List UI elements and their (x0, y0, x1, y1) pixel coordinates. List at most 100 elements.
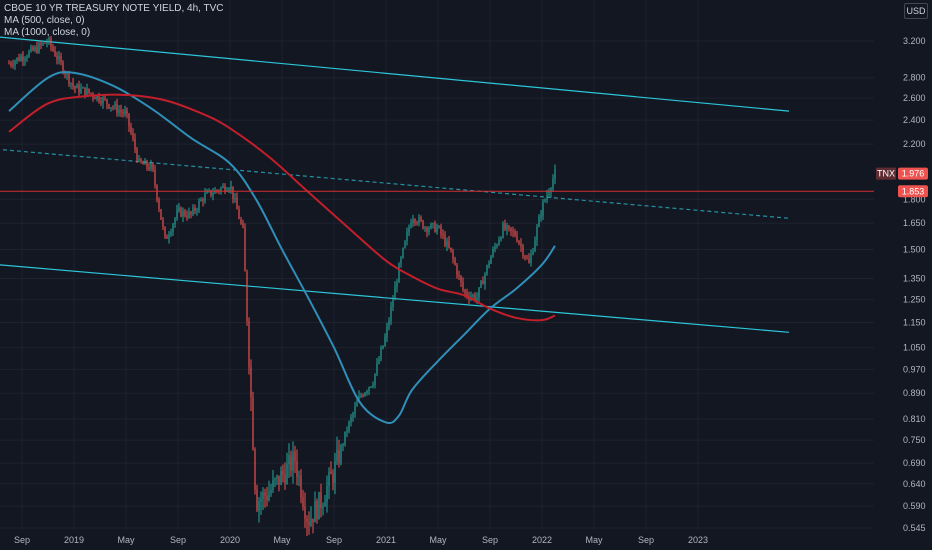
candle-body (388, 320, 390, 327)
candle-body (50, 38, 52, 47)
candle-body (156, 185, 158, 200)
candle-body (398, 263, 400, 283)
candle-body (60, 56, 62, 62)
candle-body (538, 216, 540, 227)
price-tag-value: 1.976 (902, 169, 925, 179)
candle-body (464, 289, 466, 293)
candle-body (304, 507, 306, 519)
channel-upper-line[interactable] (0, 36, 790, 112)
candle-body (198, 201, 200, 210)
candle-body (518, 241, 520, 244)
candle-body (254, 449, 256, 490)
candle-body (12, 64, 14, 66)
time-axis[interactable]: Sep 2019 May Sep 2020 May Sep 2021 May Sep 2022 May… (14, 535, 708, 545)
ma500-line[interactable] (8, 71, 556, 425)
candle-body (102, 97, 104, 104)
candle-body (450, 247, 452, 251)
candle-body (220, 187, 222, 192)
candle-body (386, 326, 388, 338)
symbol-title[interactable]: CBOE 10 YR TREASURY NOTE YIELD, 4h, TVC (4, 3, 224, 14)
candle-body (288, 455, 290, 465)
candle-body (228, 188, 230, 191)
candle-body (308, 522, 310, 526)
candle-body (76, 84, 78, 89)
candle-body (310, 518, 312, 526)
candle-body (94, 97, 96, 100)
candle-body (452, 250, 454, 259)
candle-body (282, 471, 284, 475)
candle-body (486, 265, 488, 274)
currency-button[interactable]: USD (904, 3, 928, 19)
candle-body (348, 421, 350, 432)
candle-body (206, 191, 208, 194)
candle-body (506, 225, 508, 230)
candle-body (530, 254, 532, 264)
candle-body (56, 56, 58, 60)
candle-body (372, 384, 374, 387)
candle-body (410, 223, 412, 228)
candle-body (532, 251, 534, 255)
y-tick-label: 1.050 (903, 343, 926, 353)
moving-averages (8, 71, 556, 425)
candle-body (294, 451, 296, 462)
price-axis[interactable]: 3.200 2.800 2.600 2.400 2.200 1.800 1.650 1.500… (903, 36, 926, 533)
candle-body (44, 42, 46, 44)
candle-body (496, 244, 498, 247)
candle-body (512, 230, 514, 232)
y-tick-label: 0.690 (903, 458, 926, 468)
candle-body (354, 406, 356, 414)
candle-body (122, 111, 124, 114)
candle-body (242, 223, 244, 228)
candle-body (14, 61, 16, 66)
candle-body (222, 186, 224, 188)
candle-body (190, 211, 192, 215)
candle-body (414, 219, 416, 223)
candle-body (314, 501, 316, 523)
candle-body (422, 220, 424, 229)
ma1000-legend[interactable]: MA (1000, close, 0) (4, 27, 91, 38)
candle-body (396, 282, 398, 287)
candle-body (342, 444, 344, 446)
candle-body (52, 46, 54, 51)
ma500-legend[interactable]: MA (500, close, 0) (4, 15, 85, 26)
candle-body (186, 215, 188, 218)
candle-body (362, 395, 364, 397)
candle-body (492, 249, 494, 257)
tnx-symbol-label: TNX (877, 169, 895, 179)
candle-body (334, 461, 336, 483)
candle-body (428, 228, 430, 232)
candle-body (40, 43, 42, 45)
x-tick-label: Sep (170, 535, 186, 545)
candle-body (100, 101, 102, 104)
candle-body (72, 82, 74, 87)
candle-body (262, 492, 264, 500)
candle-body (394, 286, 396, 301)
candle-body (230, 186, 232, 189)
candle-body (244, 227, 246, 272)
candle-body (58, 56, 60, 60)
candle-body (540, 215, 542, 217)
x-tick-label: 2019 (64, 535, 84, 545)
candle-body (224, 186, 226, 192)
candle-body (232, 186, 234, 199)
ma1000-line[interactable] (8, 93, 556, 322)
candle-body (22, 56, 24, 61)
candle-body (234, 197, 236, 199)
candle-body (482, 280, 484, 285)
candle-body (132, 132, 134, 139)
candle-body (520, 243, 522, 247)
candle-body (28, 51, 30, 57)
candle-body (432, 223, 434, 225)
dashed-trend-line[interactable] (0, 148, 790, 219)
candle-body (500, 237, 502, 241)
candle-body (434, 223, 436, 233)
y-tick-label: 1.650 (903, 218, 926, 228)
candle-body (498, 240, 500, 245)
candle-body (62, 61, 64, 73)
candle-body (98, 95, 100, 102)
candle-body (408, 227, 410, 233)
candle-body (358, 395, 360, 403)
candle-body (46, 42, 48, 44)
candle-body (316, 501, 318, 520)
